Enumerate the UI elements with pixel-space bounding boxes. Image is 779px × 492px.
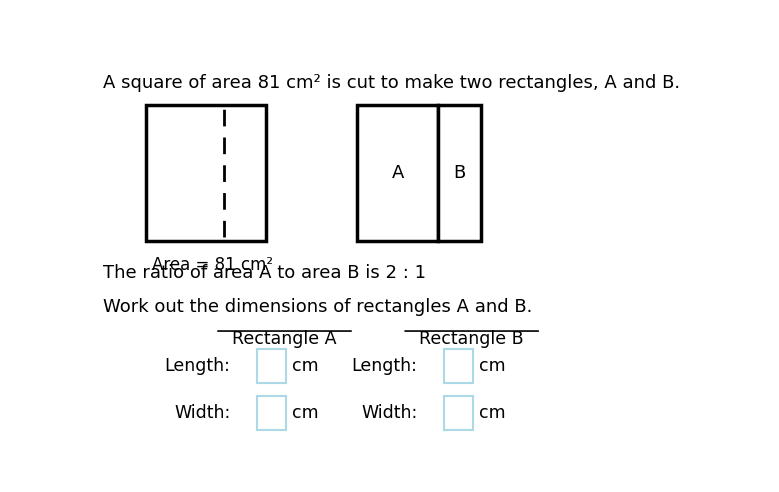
Text: The ratio of area A to area B is 2 : 1: The ratio of area A to area B is 2 : 1 [104, 264, 426, 281]
Text: Area = 81 cm²: Area = 81 cm² [152, 256, 273, 274]
Text: cm: cm [479, 404, 506, 422]
Text: Rectangle A: Rectangle A [232, 330, 337, 348]
Bar [146, 104, 266, 241]
Text: Work out the dimensions of rectangles A and B.: Work out the dimensions of rectangles A … [104, 298, 533, 316]
Text: cm: cm [292, 404, 319, 422]
Text: Length:: Length: [351, 357, 418, 375]
Bar [357, 104, 439, 241]
Text: A: A [392, 164, 404, 182]
Bar [439, 104, 481, 241]
Text: Rectangle B: Rectangle B [419, 330, 524, 348]
Text: Width:: Width: [174, 404, 231, 422]
Text: A square of area 81 cm² is cut to make two rectangles, A and B.: A square of area 81 cm² is cut to make t… [104, 74, 681, 92]
Text: cm: cm [479, 357, 506, 375]
Text: Length:: Length: [164, 357, 231, 375]
Text: cm: cm [292, 357, 319, 375]
Text: B: B [453, 164, 466, 182]
Text: Width:: Width: [361, 404, 418, 422]
